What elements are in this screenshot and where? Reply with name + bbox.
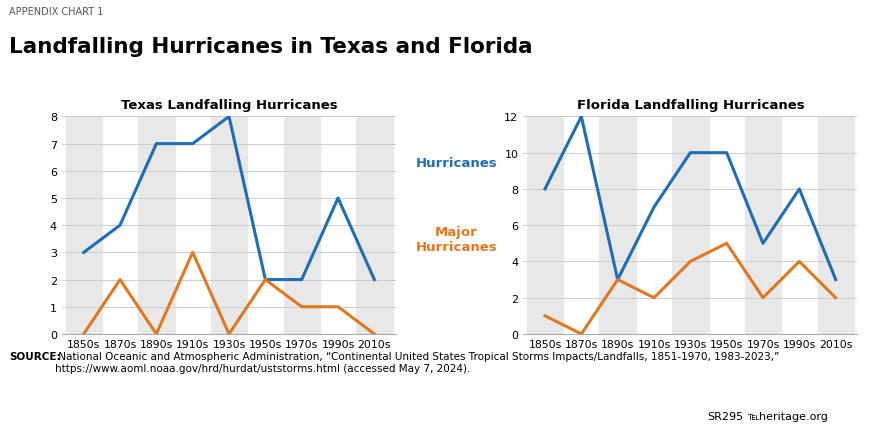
Bar (599, 117, 636, 334)
Text: ℡heritage.org: ℡heritage.org (747, 411, 827, 421)
Text: APPENDIX CHART 1: APPENDIX CHART 1 (9, 7, 103, 16)
Bar (138, 117, 174, 334)
Bar (65, 117, 102, 334)
Text: National Oceanic and Atmospheric Administration, “Continental United States Trop: National Oceanic and Atmospheric Adminis… (55, 352, 779, 373)
Bar (211, 117, 248, 334)
Bar (527, 117, 563, 334)
Text: SOURCE:: SOURCE: (9, 352, 60, 362)
Bar (356, 117, 392, 334)
Text: Major
Hurricanes: Major Hurricanes (415, 226, 497, 253)
Text: Landfalling Hurricanes in Texas and Florida: Landfalling Hurricanes in Texas and Flor… (9, 37, 532, 57)
Text: SR295: SR295 (707, 411, 743, 421)
Bar (818, 117, 854, 334)
Bar (284, 117, 320, 334)
Title: Florida Landfalling Hurricanes: Florida Landfalling Hurricanes (576, 99, 804, 112)
Title: Texas Landfalling Hurricanes: Texas Landfalling Hurricanes (121, 99, 338, 112)
Bar (672, 117, 708, 334)
Bar (745, 117, 781, 334)
Text: Hurricanes: Hurricanes (415, 156, 497, 169)
